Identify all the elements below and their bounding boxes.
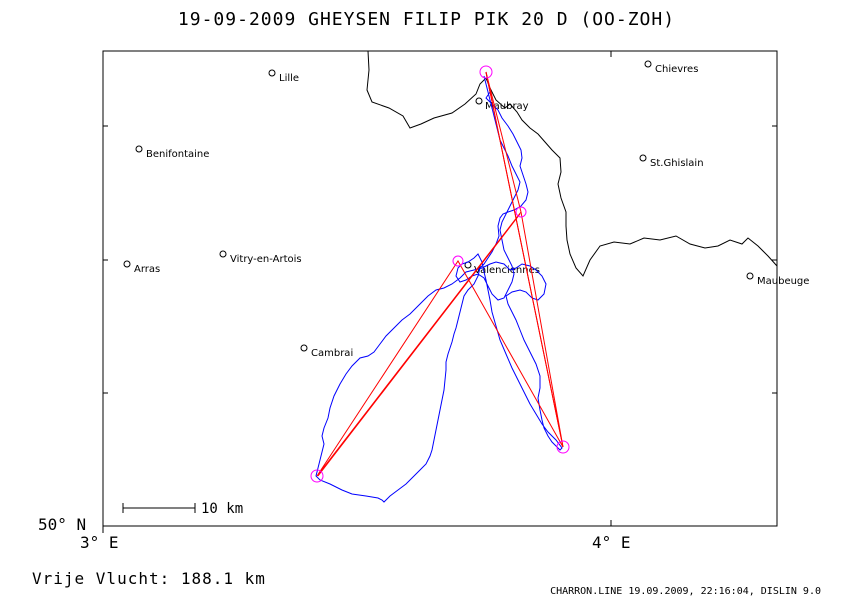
footer-info: CHARRON.LINE 19.09.2009, 22:16:04, DISLI… xyxy=(550,586,821,597)
place-label: Maubray xyxy=(485,101,529,112)
place-label: Benifontaine xyxy=(146,149,209,160)
scale-bar-label: 10 km xyxy=(201,501,243,517)
place-cambrai: Cambrai xyxy=(300,344,353,359)
place-label: Vitry-en-Artois xyxy=(230,254,302,265)
turnpoint-icon xyxy=(515,206,527,218)
place-maubray: Maubray xyxy=(475,97,529,112)
free-flight-distance: Vrije Vlucht: 188.1 km xyxy=(32,569,266,588)
scale-bar xyxy=(122,503,196,513)
place-maubeuge: Maubeuge xyxy=(746,272,809,287)
place-st-ghislain: St.Ghislain xyxy=(639,154,704,169)
town-marker-icon xyxy=(300,344,308,352)
town-marker-icon xyxy=(644,60,652,68)
place-label: Maubeuge xyxy=(757,276,809,287)
turnpoint-icon xyxy=(556,440,570,454)
place-benifontaine: Benifontaine xyxy=(135,145,209,160)
town-marker-icon xyxy=(219,250,227,258)
place-vitry-en-artois: Vitry-en-Artois xyxy=(219,250,302,265)
turnpoints xyxy=(310,65,570,483)
town-marker-icon xyxy=(475,97,483,105)
frame-ticks xyxy=(102,51,777,533)
place-label: Valenciennes xyxy=(474,265,540,276)
place-lille: Lille xyxy=(268,69,299,84)
place-arras: Arras xyxy=(123,260,160,275)
town-marker-icon xyxy=(123,260,131,268)
place-label: St.Ghislain xyxy=(650,158,704,169)
turnpoint-icon xyxy=(452,255,464,267)
longitude-label-3e: 3° E xyxy=(80,533,119,552)
town-marker-icon xyxy=(135,145,143,153)
national-border xyxy=(366,50,778,277)
place-label: Arras xyxy=(134,264,160,275)
map-title: 19-09-2009 GHEYSEN FILIP PIK 20 D (OO-ZO… xyxy=(177,9,676,30)
place-label: Cambrai xyxy=(311,348,353,359)
map-frame xyxy=(102,50,778,527)
place-label: Lille xyxy=(279,73,299,84)
town-marker-icon xyxy=(746,272,754,280)
turnpoint-icon xyxy=(479,65,493,79)
place-label: Chievres xyxy=(655,64,698,75)
latitude-label: 50° N xyxy=(38,515,87,534)
longitude-label-4e: 4° E xyxy=(592,533,631,552)
turnpoint-icon xyxy=(310,469,324,483)
place-chievres: Chievres xyxy=(644,60,698,75)
gps-track xyxy=(315,71,563,503)
town-marker-icon xyxy=(639,154,647,162)
town-marker-icon xyxy=(268,69,276,77)
task-legs xyxy=(316,71,564,477)
